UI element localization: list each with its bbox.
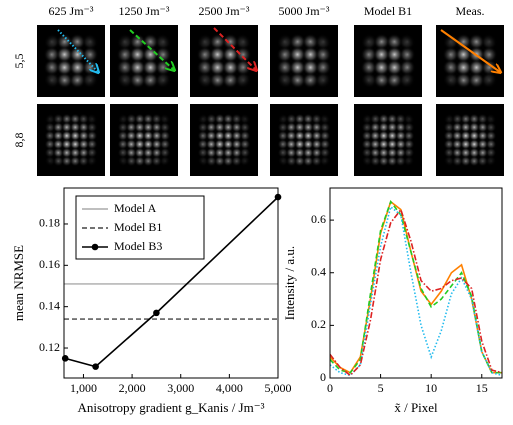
mode-image (37, 104, 105, 176)
plot-frame (329, 187, 503, 379)
mode-image (354, 25, 422, 97)
legend-label: Model B3 (114, 239, 162, 253)
y-tick-label: 0.2 (311, 317, 326, 331)
y-axis-label: mean NRMSE (11, 245, 26, 321)
column-header: 5000 Jm⁻³ (279, 4, 330, 18)
x-tick-label: 5,000 (265, 381, 292, 395)
image-vignette (354, 25, 422, 97)
arrow (213, 27, 256, 70)
x-tick-label: 4,000 (216, 381, 243, 395)
mode-image (436, 104, 504, 176)
y-tick-label: 0.12 (39, 340, 60, 354)
mode-image (354, 104, 422, 176)
row-label: 5,5 (12, 54, 26, 69)
mode-image (270, 104, 338, 176)
mode-image (37, 25, 105, 97)
image-vignette (354, 104, 422, 176)
image-vignette (190, 104, 258, 176)
y-tick-label: 0 (320, 370, 326, 384)
series-line (65, 196, 278, 368)
mode-image (436, 25, 504, 97)
arrow (440, 29, 500, 72)
y-tick-label: 0.6 (311, 212, 326, 226)
image-vignette (37, 25, 105, 97)
column-header: Model B1 (364, 4, 412, 18)
x-tick-label: 1,000 (70, 381, 97, 395)
x-axis-label: Anisotropy gradient g_Kanis / Jm⁻³ (78, 400, 265, 415)
x-tick-label: 3,000 (167, 381, 194, 395)
series-line (330, 200, 502, 374)
y-tick-label: 0.4 (311, 264, 326, 278)
x-tick-label: 0 (327, 381, 333, 395)
mode-image (110, 104, 178, 176)
arrow (57, 29, 98, 72)
legend-marker (91, 243, 99, 251)
column-header: 625 Jm⁻³ (49, 4, 94, 18)
image-vignette (270, 104, 338, 176)
arrow (129, 29, 174, 70)
x-tick-label: 5 (378, 381, 384, 395)
image-vignette (436, 104, 504, 176)
legend-label: Model B1 (114, 220, 162, 234)
series-line (330, 205, 502, 377)
image-grid (37, 25, 504, 176)
image-vignette (37, 104, 105, 176)
profile-arrows (57, 27, 500, 72)
column-header: Meas. (456, 4, 485, 18)
plot-frame (63, 187, 279, 379)
image-vignette (110, 104, 178, 176)
y-tick-label: 0.16 (39, 257, 60, 271)
y-axis-label: Intensity / a.u. (282, 246, 297, 320)
point (61, 355, 69, 362)
x-tick-label: 2,000 (119, 381, 146, 395)
mode-image (190, 25, 258, 97)
image-vignette (190, 25, 258, 97)
mode-image (110, 25, 178, 97)
point (153, 309, 160, 317)
x-axis-label: x̃ / Pixel (394, 400, 438, 415)
image-vignette (110, 25, 178, 97)
column-header: 1250 Jm⁻³ (119, 4, 170, 18)
mode-image (190, 104, 258, 176)
column-header: 2500 Jm⁻³ (199, 4, 250, 18)
legend-label: Model A (114, 201, 157, 215)
point (92, 363, 99, 370)
x-tick-label: 15 (476, 381, 488, 395)
y-tick-label: 0.18 (39, 216, 60, 230)
image-vignette (270, 25, 338, 97)
mode-image (270, 25, 338, 97)
x-tick-label: 10 (425, 381, 437, 395)
image-vignette (436, 25, 504, 97)
series-line (330, 207, 502, 377)
series-line (330, 200, 502, 374)
row-label: 8,8 (12, 133, 26, 148)
y-tick-label: 0.14 (39, 298, 60, 312)
